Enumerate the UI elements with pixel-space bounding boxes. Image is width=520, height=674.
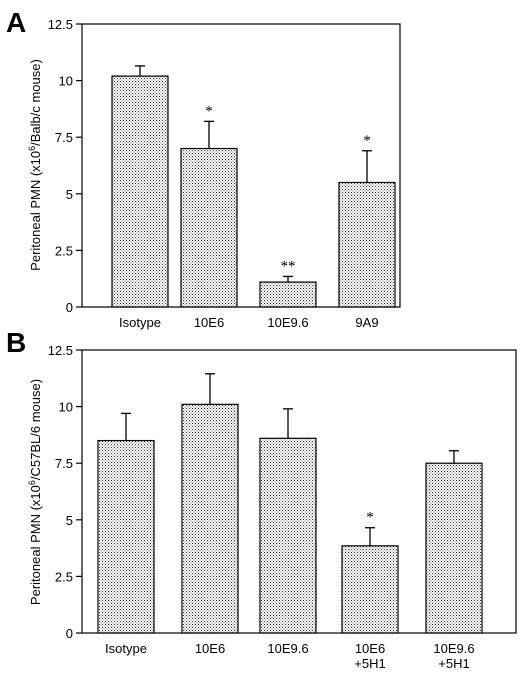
bar (259, 281, 317, 308)
panel-b-letter: B (6, 327, 26, 358)
panel-a-x-axis: Isotype 10E6 10E9.6 9A9 (119, 315, 379, 330)
category-label: 10E9.6 (267, 641, 308, 656)
panel-b-y-axis-label: Peritoneal PMN (x106/C57BL/6 mouse) (27, 379, 43, 605)
bar (338, 181, 396, 308)
y-tick-label: 0 (66, 300, 73, 315)
y-tick-label: 2.5 (55, 569, 73, 584)
category-label: 9A9 (355, 315, 378, 330)
bar (111, 75, 169, 308)
y-tick-label: 12.5 (48, 17, 73, 32)
y-tick-label: 7.5 (55, 456, 73, 471)
category-label: Isotype (119, 315, 161, 330)
y-tick-label: 2.5 (55, 243, 73, 258)
bar (97, 439, 155, 634)
category-label: 10E6 (194, 315, 224, 330)
panel-a-bars: **** (111, 65, 396, 308)
category-label: 10E9.6 (433, 641, 474, 656)
panel-b-y-axis: 0 2.5 5 7.5 10 12.5 (48, 343, 82, 641)
panel-a-letter: A (6, 7, 26, 38)
category-label: 10E6 (195, 641, 225, 656)
category-label: Isotype (105, 641, 147, 656)
bar (180, 147, 238, 308)
bar (425, 462, 483, 634)
significance-marker: * (366, 510, 374, 526)
y-tick-label: 10 (59, 74, 73, 89)
y-tick-label: 12.5 (48, 343, 73, 358)
panel-b-bars: * (97, 373, 483, 634)
panel-a-y-axis: 0 2.5 5 7.5 10 12.5 (48, 17, 82, 315)
category-label: +5H1 (354, 656, 385, 671)
category-label: 10E9.6 (267, 315, 308, 330)
bar (181, 403, 239, 634)
y-tick-label: 5 (66, 513, 73, 528)
significance-marker: * (363, 133, 371, 149)
category-label: 10E6 (355, 641, 385, 656)
significance-marker: * (205, 103, 213, 119)
y-tick-label: 0 (66, 626, 73, 641)
y-tick-label: 10 (59, 400, 73, 415)
category-label: +5H1 (438, 656, 469, 671)
panel-a-plot-frame (81, 23, 401, 308)
y-tick-label: 5 (66, 187, 73, 202)
significance-marker: ** (281, 258, 296, 274)
panel-a-y-axis-label: Peritoneal PMN (x106/Balb/c mouse) (27, 59, 43, 271)
bar (341, 545, 399, 634)
panel-b-chart: B 0 2.5 5 7.5 10 12.5 * Isotype 10E6 10E9.6 10E6… (6, 327, 517, 671)
y-tick-label: 7.5 (55, 130, 73, 145)
bar (259, 437, 317, 634)
